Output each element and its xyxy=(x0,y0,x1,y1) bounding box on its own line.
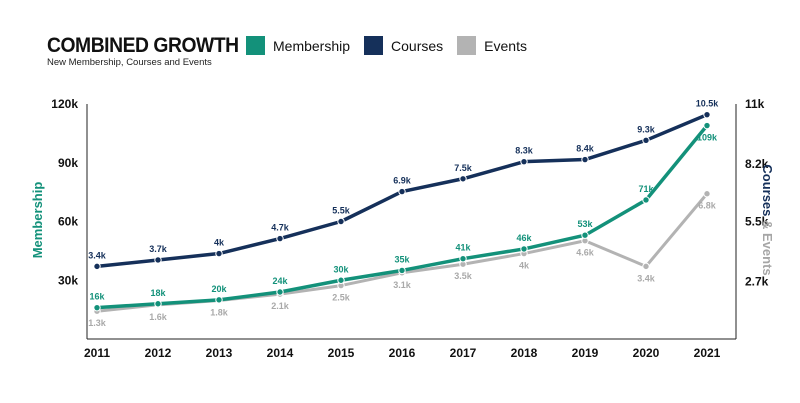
data-label-events: 1.8k xyxy=(210,308,229,318)
data-label-membership: 35k xyxy=(394,254,410,264)
legend-label-courses: Courses xyxy=(391,37,444,54)
right-axis-title-courses: Courses xyxy=(760,164,775,216)
legend-label-events: Events xyxy=(484,37,527,54)
data-label-events: 2.1k xyxy=(271,301,290,311)
right-tick-label: 8.2k xyxy=(745,157,769,171)
data-point-membership xyxy=(581,231,589,239)
data-label-events: 3.1k xyxy=(393,280,412,290)
right-axis-title-events: & Events xyxy=(760,216,775,275)
data-point-courses xyxy=(154,256,162,264)
right-tick-label: 5.5k xyxy=(745,215,769,229)
data-point-courses xyxy=(93,262,101,271)
x-tick-label: 2016 xyxy=(389,346,416,360)
legend: Membership Courses Events xyxy=(246,36,541,55)
data-label-membership: 24k xyxy=(272,276,288,286)
data-label-events: 4k xyxy=(519,261,530,271)
x-tick-label: 2014 xyxy=(267,346,294,360)
data-point-membership xyxy=(337,276,345,284)
legend-label-membership: Membership xyxy=(273,37,351,54)
data-label-courses: 3.4k xyxy=(88,250,107,260)
data-label-events: 4.6k xyxy=(576,248,595,258)
data-label-membership: 16k xyxy=(89,292,105,302)
data-label-courses: 3.7k xyxy=(149,244,168,254)
data-point-courses xyxy=(520,157,528,166)
data-label-events: 2.5k xyxy=(332,293,351,303)
data-label-courses: 7.5k xyxy=(454,163,473,173)
right-tick-label: 11k xyxy=(745,97,765,111)
data-label-courses: 6.9k xyxy=(393,176,412,186)
data-label-courses: 9.3k xyxy=(637,124,656,134)
left-tick-label: 90k xyxy=(58,156,78,170)
right-axis-title: Courses & Events xyxy=(760,164,775,275)
data-label-events: 3.5k xyxy=(454,271,473,281)
chart-subtitle: New Membership, Courses and Events xyxy=(47,57,212,68)
data-label-membership: 41k xyxy=(455,243,471,253)
data-label-events: 1.6k xyxy=(149,312,168,322)
axes-group: 30k 60k 90k 120k 2.7k 5.5k 8.2k 11k 2011 2012 2013… xyxy=(51,97,768,360)
data-point-courses xyxy=(276,234,284,243)
legend-swatch-events xyxy=(457,36,477,55)
data-point-events xyxy=(703,190,711,198)
left-tick-label: 120k xyxy=(51,97,78,111)
data-point-membership xyxy=(459,255,467,263)
data-label-membership: 53k xyxy=(577,219,593,229)
data-label-courses: 8.3k xyxy=(515,146,534,156)
legend-item-courses: Courses xyxy=(364,36,443,55)
x-tick-label: 2015 xyxy=(328,346,355,360)
data-point-membership xyxy=(520,245,528,253)
data-label-courses: 4k xyxy=(214,238,225,248)
data-label-events: 3.4k xyxy=(637,273,656,283)
data-point-events xyxy=(642,262,650,271)
data-label-membership: 30k xyxy=(333,264,349,274)
right-tick-label: 2.7k xyxy=(745,274,769,288)
data-label-membership: 46k xyxy=(516,233,532,243)
x-tick-label: 2011 xyxy=(84,346,110,360)
x-tick-label: 2021 xyxy=(694,346,721,360)
data-point-courses xyxy=(459,175,467,183)
data-label-courses: 5.5k xyxy=(332,206,351,216)
data-label-events: 1.3k xyxy=(88,318,107,328)
legend-item-membership: Membership xyxy=(246,36,350,55)
x-tick-label: 2012 xyxy=(145,346,172,360)
legend-swatch-courses xyxy=(364,36,384,55)
data-label-events: 6.8k xyxy=(698,201,717,211)
data-point-courses xyxy=(642,136,650,145)
data-point-membership xyxy=(642,196,650,204)
data-point-membership xyxy=(93,303,101,312)
data-point-courses xyxy=(337,217,345,226)
data-point-courses xyxy=(703,110,711,119)
left-tick-label: 60k xyxy=(58,215,78,229)
x-tick-label: 2019 xyxy=(572,346,599,360)
data-label-membership: 18k xyxy=(150,288,166,298)
data-point-membership xyxy=(703,121,711,130)
data-point-membership xyxy=(215,296,223,304)
series-line-events xyxy=(95,192,709,313)
x-tick-label: 2017 xyxy=(450,346,477,360)
data-label-courses: 8.4k xyxy=(576,144,595,154)
x-tick-label: 2013 xyxy=(206,346,233,360)
left-tick-label: 30k xyxy=(58,273,78,287)
data-label-membership: 109k xyxy=(697,133,718,143)
chart-title: COMBINED GROWTH xyxy=(47,34,239,57)
data-label-courses: 10.5k xyxy=(696,99,720,109)
data-point-courses xyxy=(581,155,589,164)
data-point-membership xyxy=(276,288,284,296)
legend-item-events: Events xyxy=(457,36,527,55)
data-point-membership xyxy=(154,300,162,308)
left-axis-title: Membership xyxy=(30,182,45,259)
data-point-courses xyxy=(215,249,223,258)
data-point-membership xyxy=(398,266,406,275)
x-tick-label: 2020 xyxy=(633,346,660,360)
data-label-courses: 4.7k xyxy=(271,223,290,233)
x-tick-label: 2018 xyxy=(511,346,538,360)
data-label-membership: 71k xyxy=(638,184,654,194)
data-point-courses xyxy=(398,187,406,196)
series-group: 1.3k 1.6k 1.8k 2.1k 2.5k 3.1k 3.5k 4k 4.6k 3.4k 6.… xyxy=(88,99,719,329)
data-label-membership: 20k xyxy=(211,284,227,294)
legend-swatch-membership xyxy=(246,36,265,55)
